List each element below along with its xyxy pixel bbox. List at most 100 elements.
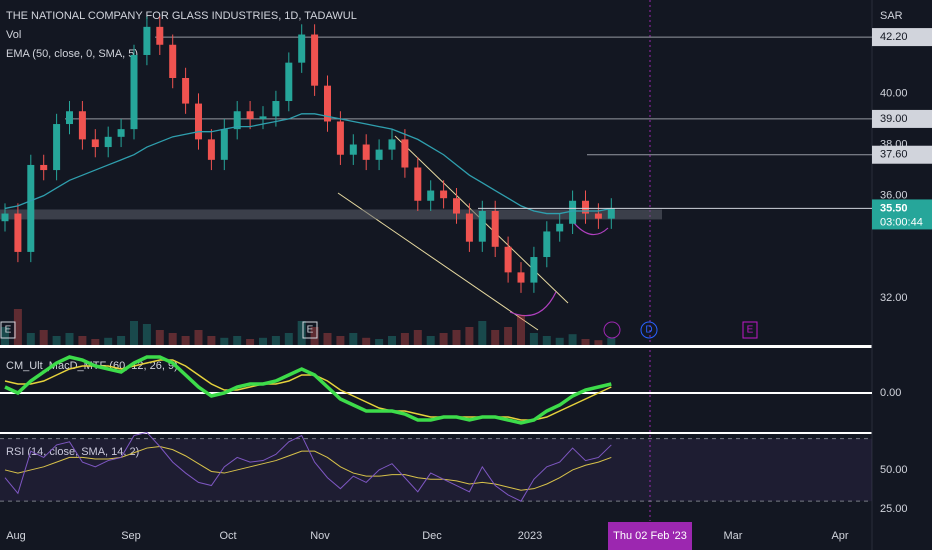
dividend-icon	[603, 321, 621, 339]
volume-bar	[542, 336, 551, 345]
pane-separator	[0, 432, 872, 434]
y-tick-label: 40.00	[880, 87, 908, 99]
x-tick-label: 2023	[518, 530, 542, 542]
volume-bar	[465, 327, 474, 345]
volume-bar	[1, 327, 9, 345]
x-tick-label: Dec	[422, 530, 442, 542]
candle-body	[246, 111, 254, 119]
volume-bar	[491, 330, 500, 345]
volume-bar	[310, 327, 319, 345]
volume-bar	[517, 315, 525, 345]
pane-separator	[0, 345, 872, 348]
cup-curve	[509, 291, 557, 317]
event-label: D	[645, 325, 652, 336]
event-icon	[742, 321, 758, 339]
candle-body	[53, 124, 61, 171]
candle-body	[530, 257, 538, 283]
candle-body	[504, 246, 512, 273]
volume-bar	[413, 330, 422, 345]
candle-body	[207, 139, 215, 160]
candle-body	[220, 129, 228, 160]
candle-body	[543, 231, 551, 258]
candle-body	[440, 190, 448, 199]
volume-bar	[142, 324, 151, 345]
volume-bar	[220, 337, 229, 345]
candle-body	[1, 213, 9, 222]
volume-bar	[349, 333, 358, 345]
x-tick-label: Oct	[219, 530, 236, 542]
candle-body	[491, 210, 499, 247]
volume-bar	[246, 339, 255, 345]
volume-bar	[388, 336, 396, 345]
y-tick-label: 0.00	[880, 387, 901, 399]
candle-body	[285, 62, 293, 102]
candle-body	[40, 164, 48, 171]
candle-body	[453, 198, 460, 214]
last-price-label: 35.50	[880, 202, 908, 214]
candle-body	[298, 34, 306, 63]
candle-body	[414, 167, 422, 201]
candle-body	[582, 200, 589, 214]
volume-bar	[594, 340, 603, 345]
price-tag-label: 42.20	[880, 31, 908, 43]
volume-bar	[271, 336, 280, 345]
event-label: E	[5, 325, 12, 336]
line	[4, 355, 612, 425]
event-icon	[302, 321, 318, 339]
candle-body	[349, 144, 357, 155]
volume-bar	[26, 333, 35, 345]
candle-body	[233, 111, 241, 130]
volume-bar	[65, 333, 74, 345]
candle-body	[311, 34, 319, 86]
volume-bar	[130, 321, 138, 345]
volume-bar	[39, 330, 48, 345]
candle-body	[427, 190, 435, 201]
volume-bar	[78, 336, 87, 345]
volume-bar	[259, 337, 267, 345]
rsi-band	[0, 438, 872, 502]
volume-bar	[336, 336, 345, 345]
ema-legend: EMA (50, close, 0, SMA, 5)	[6, 48, 138, 60]
price-tag-label: 37.60	[880, 149, 908, 161]
x-tick-label: Thu 02 Feb '23	[613, 530, 687, 542]
x-tick-label: Nov	[310, 530, 330, 542]
y-tick-label: 36.00	[880, 190, 908, 202]
line	[4, 359, 612, 421]
candle-body	[556, 223, 564, 232]
x-tick-label: Mar	[724, 530, 743, 542]
event-icon	[0, 321, 16, 339]
volume-bar	[426, 336, 435, 345]
y-tick-label: 25.00	[880, 503, 908, 515]
volume-bar	[323, 333, 332, 345]
volume-bar	[194, 330, 203, 345]
volume-bar	[568, 334, 577, 345]
candle-body	[27, 164, 35, 252]
candle-body	[272, 101, 280, 117]
x-tick-label: Sep	[121, 530, 141, 542]
volume-bar	[478, 321, 487, 345]
candle-body	[375, 149, 383, 160]
line	[4, 113, 612, 215]
candle-body	[130, 54, 138, 130]
volume-bar	[52, 336, 61, 345]
line	[4, 431, 612, 502]
candle-body	[117, 129, 125, 137]
candle-body	[401, 139, 409, 168]
last-price-tag	[872, 199, 932, 230]
candle-body	[388, 139, 396, 150]
candle-body	[517, 272, 525, 283]
candle-body	[465, 213, 473, 242]
volume-bar	[504, 327, 513, 345]
volume-bar	[155, 330, 164, 345]
price-tag	[872, 28, 932, 47]
candle-body	[594, 213, 602, 219]
candle-body	[259, 116, 267, 119]
x-tick-label: Apr	[831, 530, 848, 542]
currency: SAR	[880, 10, 903, 22]
candle-body	[169, 44, 177, 79]
x-tick-label: Aug	[6, 530, 26, 542]
volume-bar	[297, 321, 306, 345]
candle-body	[143, 26, 151, 55]
volume-bar	[375, 339, 384, 345]
